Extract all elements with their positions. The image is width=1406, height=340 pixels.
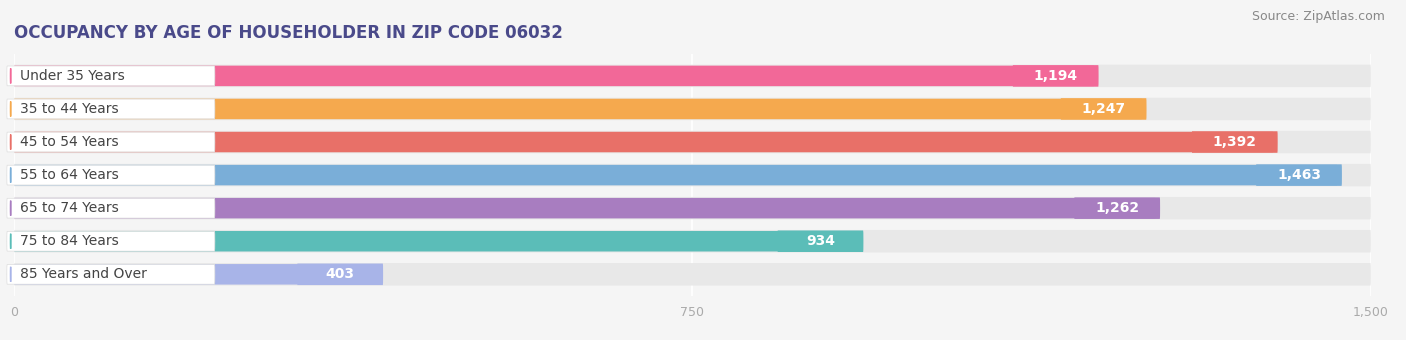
FancyBboxPatch shape <box>14 198 1156 218</box>
Text: 1,392: 1,392 <box>1213 135 1257 149</box>
FancyBboxPatch shape <box>14 131 1371 153</box>
Text: 1,463: 1,463 <box>1277 168 1322 182</box>
FancyBboxPatch shape <box>14 99 1142 119</box>
FancyBboxPatch shape <box>7 231 215 251</box>
Text: 85 Years and Over: 85 Years and Over <box>20 267 146 281</box>
Text: 1,194: 1,194 <box>1033 69 1077 83</box>
FancyBboxPatch shape <box>14 197 1371 219</box>
FancyBboxPatch shape <box>1074 198 1160 219</box>
FancyBboxPatch shape <box>7 132 215 152</box>
Text: OCCUPANCY BY AGE OF HOUSEHOLDER IN ZIP CODE 06032: OCCUPANCY BY AGE OF HOUSEHOLDER IN ZIP C… <box>14 24 562 42</box>
FancyBboxPatch shape <box>14 132 1274 152</box>
Text: 65 to 74 Years: 65 to 74 Years <box>20 201 118 215</box>
FancyBboxPatch shape <box>778 231 863 252</box>
FancyBboxPatch shape <box>14 165 1337 185</box>
Text: 1,247: 1,247 <box>1081 102 1126 116</box>
Text: Under 35 Years: Under 35 Years <box>20 69 125 83</box>
Text: 1,262: 1,262 <box>1095 201 1139 215</box>
FancyBboxPatch shape <box>1060 98 1146 120</box>
FancyBboxPatch shape <box>14 230 1371 253</box>
FancyBboxPatch shape <box>7 198 215 218</box>
FancyBboxPatch shape <box>14 66 1094 86</box>
FancyBboxPatch shape <box>14 65 1371 87</box>
FancyBboxPatch shape <box>14 264 378 285</box>
FancyBboxPatch shape <box>14 263 1371 286</box>
FancyBboxPatch shape <box>7 66 215 86</box>
Text: 45 to 54 Years: 45 to 54 Years <box>20 135 118 149</box>
FancyBboxPatch shape <box>1012 65 1098 87</box>
Text: 403: 403 <box>326 267 354 281</box>
Text: 35 to 44 Years: 35 to 44 Years <box>20 102 118 116</box>
Text: Source: ZipAtlas.com: Source: ZipAtlas.com <box>1251 10 1385 23</box>
Text: 75 to 84 Years: 75 to 84 Years <box>20 234 118 248</box>
FancyBboxPatch shape <box>14 231 859 252</box>
FancyBboxPatch shape <box>7 99 215 119</box>
FancyBboxPatch shape <box>7 165 215 185</box>
FancyBboxPatch shape <box>1256 164 1341 186</box>
FancyBboxPatch shape <box>14 98 1371 120</box>
FancyBboxPatch shape <box>14 164 1371 186</box>
FancyBboxPatch shape <box>297 264 382 285</box>
Text: 934: 934 <box>806 234 835 248</box>
FancyBboxPatch shape <box>1192 131 1278 153</box>
FancyBboxPatch shape <box>7 265 215 284</box>
Text: 55 to 64 Years: 55 to 64 Years <box>20 168 118 182</box>
